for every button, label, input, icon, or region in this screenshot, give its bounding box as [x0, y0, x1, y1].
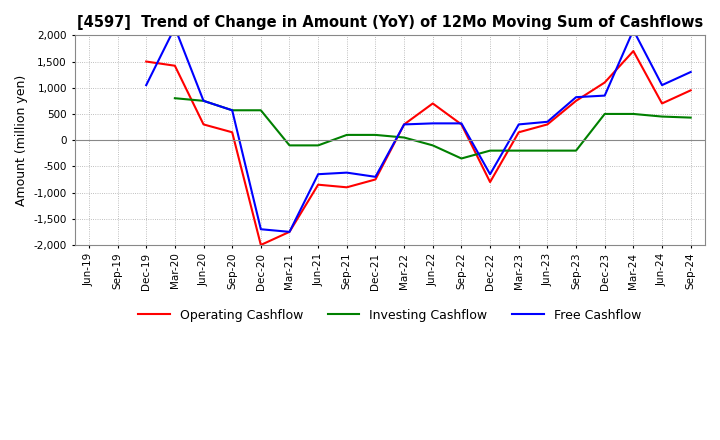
- Title: [4597]  Trend of Change in Amount (YoY) of 12Mo Moving Sum of Cashflows: [4597] Trend of Change in Amount (YoY) o…: [76, 15, 703, 30]
- Free Cashflow: [256, 227, 265, 232]
- Operating Cashflow: [686, 88, 695, 93]
- Free Cashflow: [171, 25, 179, 30]
- Investing Cashflow: [686, 115, 695, 120]
- Operating Cashflow: [400, 122, 408, 127]
- Operating Cashflow: [256, 242, 265, 248]
- Free Cashflow: [600, 93, 609, 98]
- Operating Cashflow: [199, 122, 208, 127]
- Investing Cashflow: [600, 111, 609, 117]
- Free Cashflow: [142, 82, 150, 88]
- Operating Cashflow: [285, 229, 294, 235]
- Operating Cashflow: [657, 101, 666, 106]
- Free Cashflow: [686, 70, 695, 75]
- Investing Cashflow: [657, 114, 666, 119]
- Investing Cashflow: [371, 132, 379, 138]
- Investing Cashflow: [199, 98, 208, 103]
- Free Cashflow: [371, 174, 379, 180]
- Operating Cashflow: [543, 122, 552, 127]
- Free Cashflow: [657, 82, 666, 88]
- Operating Cashflow: [228, 130, 236, 135]
- Legend: Operating Cashflow, Investing Cashflow, Free Cashflow: Operating Cashflow, Investing Cashflow, …: [133, 304, 646, 327]
- Operating Cashflow: [142, 59, 150, 64]
- Operating Cashflow: [572, 98, 580, 103]
- Free Cashflow: [514, 122, 523, 127]
- Line: Investing Cashflow: Investing Cashflow: [175, 98, 690, 158]
- Free Cashflow: [572, 95, 580, 100]
- Investing Cashflow: [428, 143, 437, 148]
- Investing Cashflow: [543, 148, 552, 153]
- Operating Cashflow: [514, 130, 523, 135]
- Free Cashflow: [543, 119, 552, 125]
- Operating Cashflow: [314, 182, 323, 187]
- Investing Cashflow: [457, 156, 466, 161]
- Investing Cashflow: [514, 148, 523, 153]
- Operating Cashflow: [629, 48, 638, 54]
- Operating Cashflow: [428, 101, 437, 106]
- Free Cashflow: [314, 172, 323, 177]
- Investing Cashflow: [486, 148, 495, 153]
- Operating Cashflow: [343, 185, 351, 190]
- Free Cashflow: [428, 121, 437, 126]
- Line: Free Cashflow: Free Cashflow: [146, 27, 690, 232]
- Free Cashflow: [199, 98, 208, 103]
- Line: Operating Cashflow: Operating Cashflow: [146, 51, 690, 245]
- Free Cashflow: [486, 172, 495, 177]
- Investing Cashflow: [171, 95, 179, 101]
- Free Cashflow: [400, 122, 408, 127]
- Free Cashflow: [629, 27, 638, 33]
- Investing Cashflow: [343, 132, 351, 138]
- Investing Cashflow: [285, 143, 294, 148]
- Free Cashflow: [285, 229, 294, 235]
- Free Cashflow: [228, 108, 236, 113]
- Y-axis label: Amount (million yen): Amount (million yen): [15, 74, 28, 206]
- Operating Cashflow: [371, 177, 379, 182]
- Investing Cashflow: [228, 108, 236, 113]
- Operating Cashflow: [486, 180, 495, 185]
- Investing Cashflow: [400, 135, 408, 140]
- Operating Cashflow: [600, 80, 609, 85]
- Free Cashflow: [457, 121, 466, 126]
- Investing Cashflow: [314, 143, 323, 148]
- Investing Cashflow: [629, 111, 638, 117]
- Operating Cashflow: [171, 63, 179, 68]
- Investing Cashflow: [256, 108, 265, 113]
- Investing Cashflow: [572, 148, 580, 153]
- Free Cashflow: [343, 170, 351, 175]
- Operating Cashflow: [457, 122, 466, 127]
